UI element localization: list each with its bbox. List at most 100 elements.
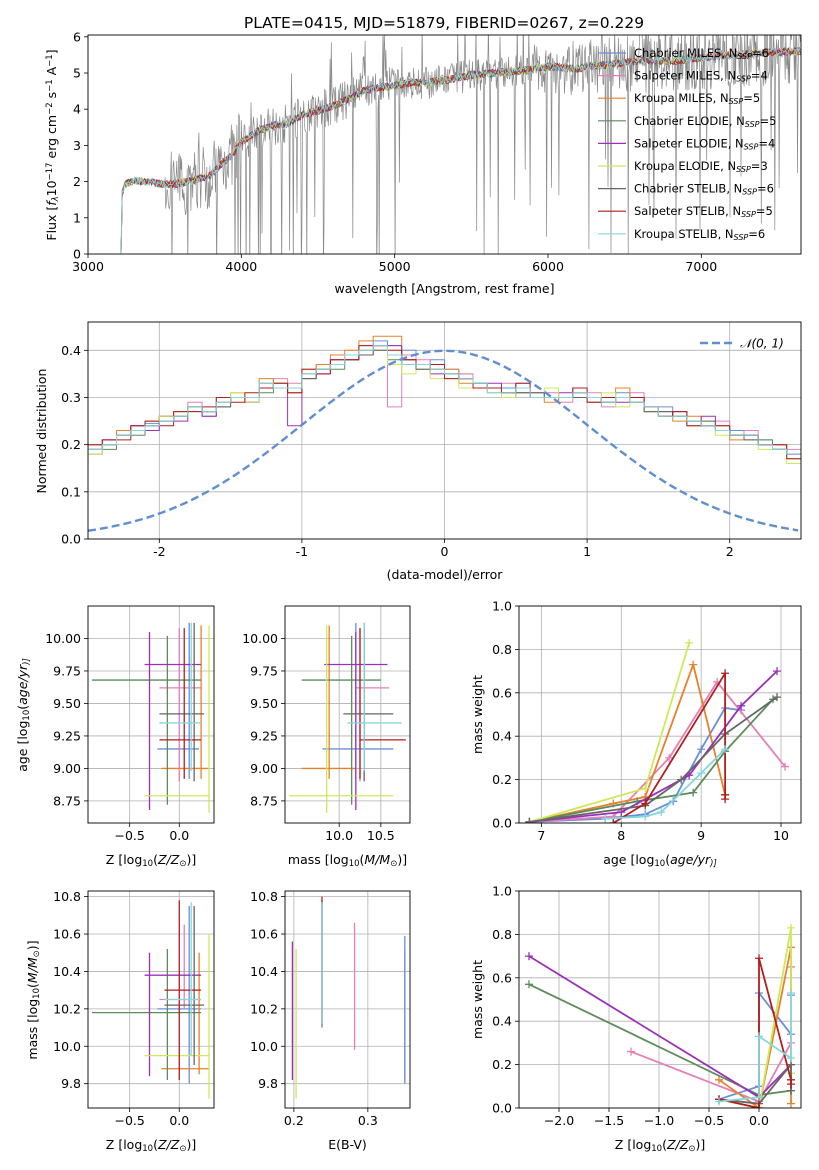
y-tick-label: 10.00 (242, 631, 278, 646)
y-tick-label: 9.25 (250, 728, 278, 743)
y-tick-label: 10.4 (53, 964, 81, 979)
y-axis-label-part: f (44, 200, 59, 206)
legend-entry: Kroupa ELODIE, NSSP=3 (634, 159, 768, 174)
y-axis-label-part: ( (25, 983, 40, 988)
weight-marker-kroupa-stelib (755, 1032, 763, 1041)
y-axis-label-part: erg cm (44, 115, 59, 163)
x-axis-label: Z [log10(Z/Z⊙)] (106, 852, 196, 869)
legend-sub: SSP (729, 97, 744, 106)
weight-marker-kroupa-stelib (601, 814, 610, 823)
legend-n: , N (729, 114, 745, 128)
legend-entry: Kroupa STELIB, NSSP=6 (634, 227, 765, 242)
x-tick-label: −2.0 (544, 1113, 574, 1128)
y-tick-label: 10.00 (45, 631, 81, 646)
y-tick-label: 9.8 (61, 1076, 81, 1091)
y-tick-label: 10.8 (250, 889, 278, 904)
x-tick-label: 1 (583, 544, 591, 559)
x-tick-label: 6000 (532, 259, 564, 274)
x-tick-label: 10 (773, 828, 789, 843)
weight-marker-salpeter-stelib (641, 799, 650, 808)
legend-eq: = (760, 114, 770, 128)
weight-marker-chabrier-elodie (689, 788, 698, 797)
y-tick-label: 0.2 (492, 772, 512, 787)
y-axis-label-part: age [log (15, 721, 30, 772)
x-tick-label: −1.5 (594, 1113, 624, 1128)
x-axis-label-part: Z [log (106, 1137, 142, 1152)
weight-marker-kroupa-stelib (755, 1093, 763, 1102)
axes-residuals: -2 -1 0 1 2 0.0 0.1 0.2 0.3 0.4 𝒩(0, 1) (data-model… (34, 321, 802, 582)
legend-sub: SSP (736, 75, 751, 84)
x-axis-label-part: ⊙ (179, 1144, 186, 1154)
x-tick-label: 3000 (72, 259, 104, 274)
y-tick-label: 10.4 (250, 964, 278, 979)
y-axis-label-part: 10 (22, 710, 32, 721)
axes-frame (87, 34, 802, 255)
legend-eq: = (751, 159, 761, 173)
x-tick-label: −1.0 (644, 1113, 674, 1128)
x-axis-label-part: Z [log (615, 1137, 651, 1152)
plot-area (120, 35, 801, 254)
axes-frame (87, 605, 215, 824)
weight-marker-chabrier-stelib (525, 817, 534, 823)
x-tick-label: 7000 (685, 259, 717, 274)
legend-count: 5 (769, 114, 776, 128)
axes-frame (284, 890, 411, 1109)
weight-marker-kroupa-stelib (657, 808, 666, 817)
y-tick-label: 0.8 (492, 642, 512, 657)
legend-eq: = (756, 204, 766, 218)
x-tick-label: -2 (153, 544, 165, 559)
legend-sub: SSP (744, 142, 759, 151)
x-tick-label: 7 (537, 828, 545, 843)
legend-count: 4 (760, 69, 767, 83)
x-axis-label-part: ( (665, 852, 670, 867)
weight-marker-salpeter-stelib (721, 669, 730, 678)
weight-marker-kroupa-stelib (721, 745, 730, 754)
y-axis-label: age [log10(age/yr)] (15, 658, 32, 772)
plot-area (88, 322, 801, 539)
legend-label: Kroupa MILES (634, 91, 713, 105)
legend-sub: SSP (734, 233, 749, 242)
plot-area (519, 891, 801, 1108)
x-axis-label-part: ⊙ (688, 1144, 695, 1154)
legend-eq: = (752, 46, 762, 60)
y-axis-label-part: age/yr (15, 664, 30, 705)
x-tick-label: 0 (441, 544, 449, 559)
x-axis-label-part: 10 (142, 859, 153, 869)
weight-line-salpeter-miles (529, 681, 786, 823)
legend-n: , N (721, 46, 737, 60)
y-tick-label: 9.75 (250, 663, 278, 678)
y-axis-label-part: )] (22, 658, 32, 666)
y-tick-label: 6 (73, 29, 81, 44)
weight-marker-salpeter-elodie (737, 701, 746, 710)
x-axis-label-part: Z/Z (157, 852, 180, 867)
weight-line-kroupa-miles (718, 946, 792, 1108)
axes-age-vs-mass: 10.0 10.5 8.75 9.00 9.25 9.50 9.75 10.00 mass [l… (242, 605, 411, 869)
legend-entry: Salpeter MILES, NSSP=4 (634, 69, 768, 84)
weight-line-kroupa-miles (529, 663, 726, 823)
weight-marker-salpeter-stelib (755, 1104, 763, 1108)
y-axis-label: mass weight (470, 675, 485, 754)
histogram-chabrier-miles (88, 340, 801, 460)
y-axis-label: Normed distribution (34, 369, 49, 494)
y-tick-label: 10.0 (250, 1039, 278, 1054)
y-tick-label: 10.8 (53, 889, 81, 904)
y-tick-label: 1 (73, 210, 81, 225)
x-axis-label-part: 10 (654, 859, 665, 869)
weight-marker-salpeter-miles (665, 753, 674, 762)
y-tick-label: 1.0 (492, 884, 512, 899)
legend-label: Kroupa ELODIE (634, 159, 720, 173)
y-axis-label-part: ⊙ (32, 950, 42, 957)
y-tick-label: 0.0 (492, 816, 512, 831)
x-axis-label-part: ( (360, 852, 365, 867)
x-axis-label: Z [log10(Z/Z⊙)] (106, 1137, 196, 1154)
y-tick-label: 0.4 (492, 1014, 512, 1029)
y-tick-label: 4 (73, 102, 81, 117)
legend-eq: = (748, 227, 758, 241)
x-tick-label: 0.3 (358, 1113, 378, 1128)
y-axis-label: Flux [fλ10−17 erg cm−2 s−1 A−1] (44, 49, 61, 240)
legend-n: , N (720, 69, 736, 83)
legend-n: , N (713, 91, 729, 105)
